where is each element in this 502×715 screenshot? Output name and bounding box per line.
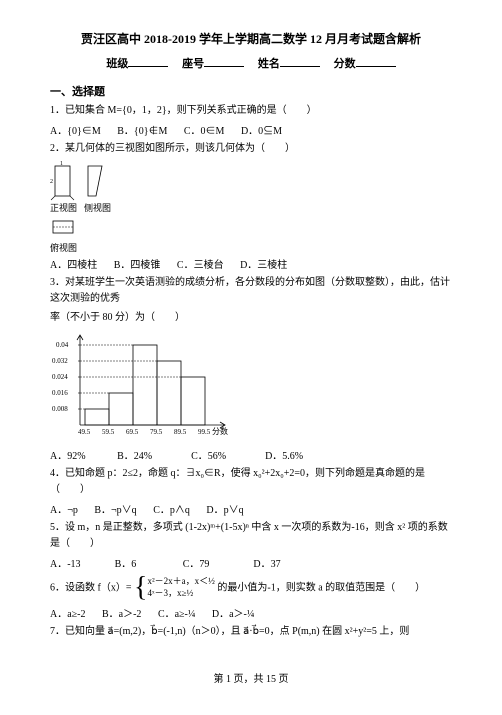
name-blank[interactable] (280, 66, 320, 67)
q1-opt-c: C．0∈M (184, 126, 225, 137)
exam-title: 贾汪区高中 2018-2019 学年上学期高二数学 12 月月考试题含解析 (50, 30, 452, 47)
q6-prefix: 6．设函数 f（x）= (50, 582, 131, 593)
question-3-line2: 率（不小于 80 分）为（ ） (50, 310, 452, 326)
q2-opt-a: A．四棱柱 (50, 260, 97, 271)
q6-opt-d: D．a＞-¼ (212, 609, 255, 620)
q5-opt-b: B．6 (115, 559, 137, 570)
ytick-3: 0.032 (52, 357, 68, 365)
score-label: 分数 (334, 58, 356, 70)
class-label: 班级 (106, 58, 128, 70)
q5-opt-c: C．79 (183, 559, 210, 570)
side-view-svg (84, 161, 109, 201)
question-4: 4．已知命题 p：2≤2，命题 q：∃x₀∈R，使得 x₀²+2x₀+2=0，则… (50, 466, 452, 498)
score-blank[interactable] (356, 66, 396, 67)
q6-options: A．a≥-2 B．a＞-2 C．a≥-¼ D．a＞-¼ (50, 605, 452, 620)
ytick-1: 0.016 (52, 389, 68, 397)
q6-opt-a: A．a≥-2 (50, 609, 85, 620)
q6-opt-b: B．a＞-2 (102, 609, 141, 620)
q6-case2: 4ˣ－3，x≥½ (147, 588, 214, 600)
brace-icon: { (134, 574, 147, 602)
question-7: 7．已知向量 a⃗=(m,2)，b⃗=(-1,n)（n＞0），且 a⃗·b⃗=0… (50, 624, 452, 640)
seat-blank[interactable] (204, 66, 244, 67)
front-view-svg: 2 1 (50, 161, 80, 201)
xtick-3: 79.5 (150, 428, 163, 436)
q3-opt-c: C．56% (191, 451, 226, 462)
seat-label: 座号 (182, 58, 204, 70)
question-6: 6．设函数 f（x）= { x²－2x＋a，x＜½ 4ˣ－3，x≥½ 的最小值为… (50, 574, 452, 602)
three-view-diagram: 2 1 正视图 侧视图 (50, 161, 452, 214)
question-2: 2．某几何体的三视图如图所示，则该几何体为（ ） (50, 141, 452, 157)
q3-options: A．92% B．24% C．56% D．5.6% (50, 447, 452, 462)
section-header: 一、选择题 (50, 83, 452, 99)
xlabel: 分数 (212, 426, 228, 436)
q3-opt-d: D．5.6% (265, 451, 303, 462)
q6-opt-c: C．a≥-¼ (158, 609, 195, 620)
front-view-label: 正视图 (50, 201, 80, 214)
xtick-5: 99.5 (198, 428, 211, 436)
histogram-chart: 0.008 0.016 0.024 0.032 0.04 49.5 59.5 6… (50, 330, 452, 443)
q6-suffix: 的最小值为-1，则实数 a 的取值范围是（ ） (217, 582, 425, 593)
q4-opt-c: C．p∧q (153, 505, 190, 516)
xtick-2: 69.5 (126, 428, 139, 436)
top-view-label: 俯视图 (50, 241, 452, 254)
page-footer: 第 1 页，共 15 页 (50, 670, 452, 685)
q4-opt-b: B．¬p∨q (94, 505, 136, 516)
xtick-1: 59.5 (102, 428, 115, 436)
q1-options: A．{0}∈M B．{0}∉M C．0∈M D．0⊆M (50, 122, 452, 137)
q4-opt-a: A．¬p (50, 505, 78, 516)
question-1: 1．已知集合 M={0，1，2}，则下列关系式正确的是（ ） (50, 103, 452, 119)
q1-opt-a: A．{0}∈M (50, 126, 101, 137)
q2-opt-c: C．三棱台 (177, 260, 224, 271)
q1-opt-b: B．{0}∉M (117, 126, 167, 137)
svg-text:2: 2 (50, 179, 53, 185)
name-label: 姓名 (258, 58, 280, 70)
q5-options: A．-13 B．6 C．79 D．37 (50, 555, 452, 570)
q3-opt-b: B．24% (117, 451, 152, 462)
q4-opt-d: D．p∨q (206, 505, 243, 516)
question-3-line1: 3．对某班学生一次英语测验的成绩分析，各分数段的分布如图（分数取整数），由此，估… (50, 275, 452, 307)
q4-options: A．¬p B．¬p∨q C．p∧q D．p∨q (50, 501, 452, 516)
ytick-4: 0.04 (56, 341, 69, 349)
ytick-2: 0.024 (52, 373, 68, 381)
svg-text:1: 1 (60, 161, 63, 167)
top-view-svg (50, 218, 80, 238)
q5-opt-a: A．-13 (50, 559, 81, 570)
header-row: 班级 座号 姓名 分数 (50, 55, 452, 71)
class-blank[interactable] (128, 66, 168, 67)
question-5: 5．设 m，n 是正整数，多项式 (1-2x)ᵐ+(1-5x)ⁿ 中含 x 一次… (50, 520, 452, 552)
q1-opt-d: D．0⊆M (241, 126, 282, 137)
q2-opt-d: D．三棱柱 (240, 260, 287, 271)
ytick-0: 0.008 (52, 405, 68, 413)
q5-opt-d: D．37 (253, 559, 280, 570)
q3-opt-a: A．92% (50, 451, 86, 462)
xtick-4: 89.5 (174, 428, 187, 436)
q6-case1: x²－2x＋a，x＜½ (147, 576, 214, 588)
q2-opt-b: B．四棱锥 (114, 260, 161, 271)
q2-options: A．四棱柱 B．四棱锥 C．三棱台 D．三棱柱 (50, 256, 452, 271)
side-view-label: 侧视图 (84, 201, 111, 214)
xtick-0: 49.5 (78, 428, 91, 436)
